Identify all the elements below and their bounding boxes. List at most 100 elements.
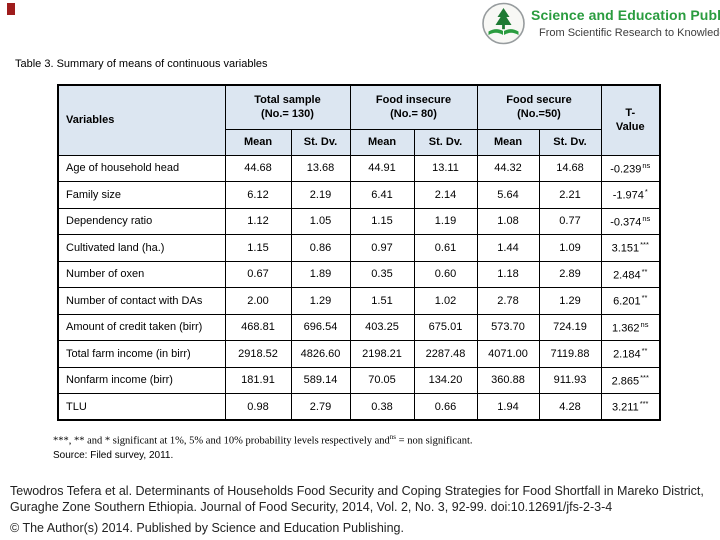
cell-mean-insecure: 0.97 [349, 234, 415, 262]
cell-stdv-total: 1.05 [290, 207, 351, 235]
table-footnotes: ***, ** and * significant at 1%, 5% and … [53, 430, 473, 463]
summary-table: Variables Total sample (No.= 130) Food i… [57, 84, 661, 421]
cell-stdv-insecure: 0.60 [413, 260, 478, 288]
cell-mean-insecure: 1.15 [349, 207, 415, 235]
cell-stdv-insecure: 13.11 [413, 154, 478, 182]
cell-mean-insecure: 2198.21 [349, 340, 415, 368]
row-variable: Amount of credit taken (birr) [57, 313, 226, 341]
cell-stdv-total: 589.14 [290, 366, 351, 394]
cell-stdv-insecure: 2.14 [413, 181, 478, 209]
table-row: Nonfarm income (birr) 181.91 589.14 70.0… [57, 366, 661, 394]
cell-mean-total: 468.81 [224, 313, 292, 341]
significance-mark: ns [642, 213, 651, 223]
cell-mean-insecure: 1.51 [349, 287, 415, 315]
ns-superscript: ns [389, 433, 397, 441]
cell-mean-secure: 1.18 [476, 260, 540, 288]
source-note: Source: Filed survey, 2011. [53, 449, 174, 461]
cell-stdv-total: 13.68 [290, 154, 351, 182]
header-tvalue: T- Value [600, 84, 661, 156]
table-row: Number of oxen 0.67 1.89 0.35 0.60 1.18 … [57, 260, 661, 288]
cell-mean-secure: 360.88 [476, 366, 540, 394]
cell-tvalue: 3.211*** [600, 393, 661, 421]
cell-mean-total: 2.00 [224, 287, 292, 315]
cell-mean-total: 1.15 [224, 234, 292, 262]
cell-stdv-insecure: 1.02 [413, 287, 478, 315]
cell-stdv-insecure: 675.01 [413, 313, 478, 341]
header-variables: Variables [57, 84, 226, 156]
cell-tvalue: -1.974* [600, 181, 661, 209]
row-variable: Nonfarm income (birr) [57, 366, 226, 394]
table-row: Age of household head 44.68 13.68 44.91 … [57, 154, 661, 182]
table-row: Amount of credit taken (birr) 468.81 696… [57, 313, 661, 341]
cell-stdv-total: 0.86 [290, 234, 351, 262]
publisher-text-block: Science and Education Publishing From Sc… [531, 2, 720, 39]
publisher-brand: Science and Education Publishing From Sc… [481, 2, 720, 45]
header-sub-row: Mean St. Dv. Mean St. Dv. Mean St. Dv. [58, 128, 660, 156]
publisher-name: Science and Education Publishing [531, 7, 720, 23]
publisher-tagline: From Scientific Research to Knowledge [539, 27, 720, 39]
cell-tvalue: 1.362ns [600, 313, 661, 341]
row-variable: Total farm income (in birr) [57, 340, 226, 368]
cell-mean-insecure: 0.35 [349, 260, 415, 288]
significance-mark: * [644, 187, 648, 197]
cell-mean-total: 181.91 [224, 366, 292, 394]
cell-stdv-total: 1.29 [290, 287, 351, 315]
header-food-insecure: Food insecure (No.= 80) [349, 84, 478, 130]
cell-mean-secure: 5.64 [476, 181, 540, 209]
cell-stdv-secure: 2.89 [538, 260, 602, 288]
table-row: TLU 0.98 2.79 0.38 0.66 1.94 4.28 3.211*… [57, 393, 661, 421]
row-variable: Number of oxen [57, 260, 226, 288]
significance-note: ***, ** and * significant at 1%, 5% and … [53, 433, 473, 447]
subheader-mean: Mean [476, 128, 540, 156]
cell-stdv-total: 696.54 [290, 313, 351, 341]
cell-mean-total: 44.68 [224, 154, 292, 182]
cell-mean-insecure: 70.05 [349, 366, 415, 394]
significance-mark: ** [641, 346, 648, 356]
table-row: Total farm income (in birr) 2918.52 4826… [57, 340, 661, 368]
cell-stdv-insecure: 1.19 [413, 207, 478, 235]
cell-mean-total: 0.67 [224, 260, 292, 288]
cell-stdv-secure: 4.28 [538, 393, 602, 421]
header-total-sample: Total sample (No.= 130) [224, 84, 351, 130]
row-variable: Age of household head [57, 154, 226, 182]
table-row: Family size 6.12 2.19 6.41 2.14 5.64 2.2… [57, 181, 661, 209]
header-group-row: Variables Total sample (No.= 130) Food i… [57, 84, 661, 156]
cell-mean-secure: 2.78 [476, 287, 540, 315]
row-variable: Dependency ratio [57, 207, 226, 235]
significance-mark: ** [641, 293, 648, 303]
cell-mean-secure: 1.94 [476, 393, 540, 421]
table-row: Number of contact with DAs 2.00 1.29 1.5… [57, 287, 661, 315]
cell-mean-total: 6.12 [224, 181, 292, 209]
red-flag-mark [7, 3, 15, 15]
significance-mark: *** [640, 372, 649, 382]
header-food-secure: Food secure (No.=50) [476, 84, 602, 130]
cell-mean-secure: 4071.00 [476, 340, 540, 368]
cell-tvalue: 2.484** [600, 260, 661, 288]
subheader-stdv: St. Dv. [413, 128, 478, 156]
cell-stdv-insecure: 2287.48 [413, 340, 478, 368]
cell-stdv-total: 2.79 [290, 393, 351, 421]
subheader-mean: Mean [349, 128, 415, 156]
cell-tvalue: 3.151*** [600, 234, 661, 262]
cell-tvalue: -0.374ns [600, 207, 661, 235]
row-variable: Cultivated land (ha.) [57, 234, 226, 262]
table-row: Cultivated land (ha.) 1.15 0.86 0.97 0.6… [57, 234, 661, 262]
cell-mean-total: 2918.52 [224, 340, 292, 368]
cell-mean-insecure: 6.41 [349, 181, 415, 209]
significance-mark: ns [640, 319, 649, 329]
cell-stdv-total: 2.19 [290, 181, 351, 209]
copyright-line: © The Author(s) 2014. Published by Scien… [10, 521, 404, 535]
row-variable: Number of contact with DAs [57, 287, 226, 315]
cell-stdv-total: 4826.60 [290, 340, 351, 368]
subheader-stdv: St. Dv. [290, 128, 351, 156]
row-variable: Family size [57, 181, 226, 209]
cell-mean-insecure: 0.38 [349, 393, 415, 421]
cell-stdv-secure: 7119.88 [538, 340, 602, 368]
significance-mark: ns [642, 160, 651, 170]
cell-tvalue: -0.239ns [600, 154, 661, 182]
citation-block: Tewodros Tefera et al. Determinants of H… [10, 483, 713, 536]
table-row: Dependency ratio 1.12 1.05 1.15 1.19 1.0… [57, 207, 661, 235]
subheader-stdv: St. Dv. [538, 128, 602, 156]
row-variable: TLU [57, 393, 226, 421]
significance-mark: *** [640, 240, 649, 250]
